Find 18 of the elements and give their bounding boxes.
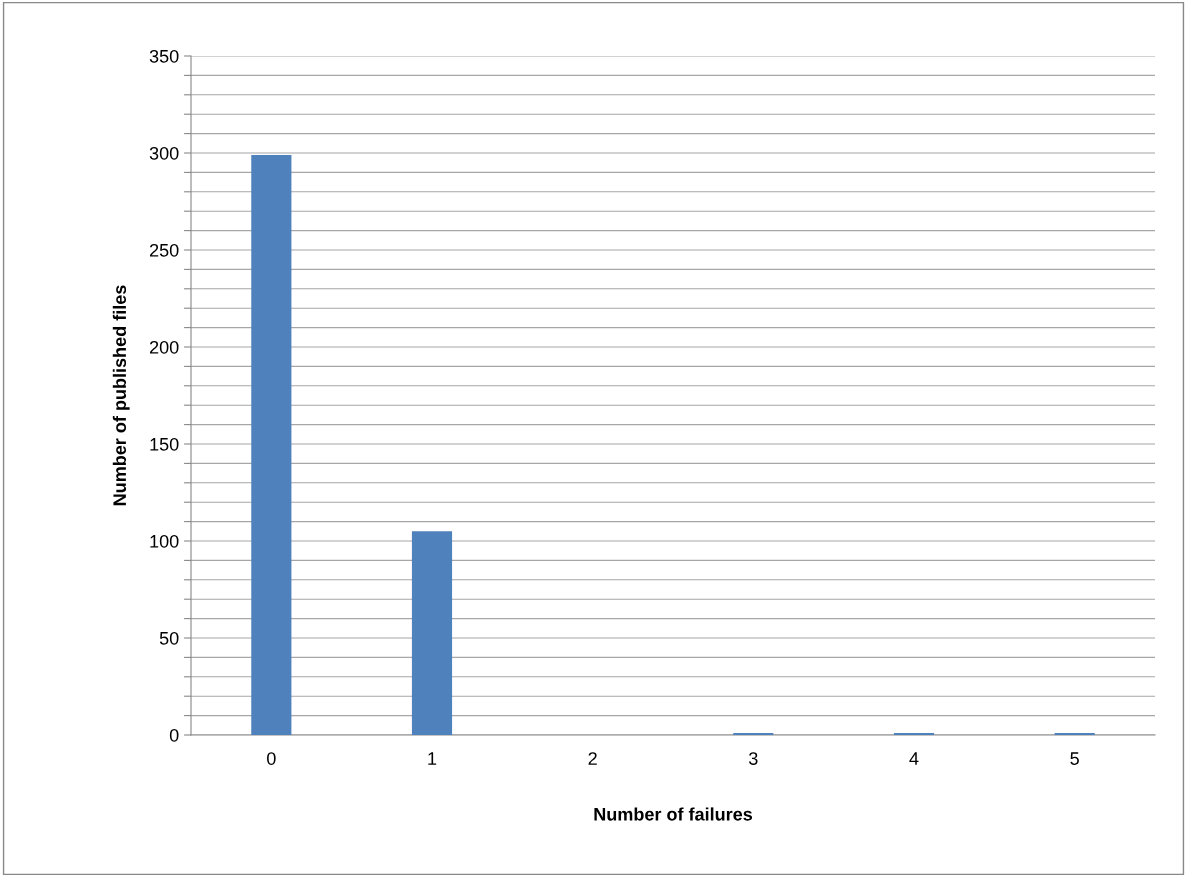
y-tick-label: 100 [150,534,179,548]
bar [251,154,292,735]
y-tick-label: 250 [149,243,179,257]
x-tick-label: 4 [909,752,919,765]
y-tick-label: 300 [149,146,179,160]
y-tick-label: 0 [169,728,179,742]
x-axis-title: Number of failures [594,807,753,821]
x-tick-label: 3 [749,752,758,765]
x-tick-label: 1 [428,752,437,765]
bar [411,531,453,735]
y-axis-title: Number of published files [112,285,130,506]
y-tick-label: 200 [149,340,179,354]
y-tick-label: 150 [150,437,179,451]
x-tick-label: 2 [588,752,597,765]
y-tick-label: 50 [159,631,179,645]
x-tick-label: 5 [1070,752,1079,765]
y-tick-label: 350 [149,49,179,63]
x-tick-label: 0 [267,752,276,765]
